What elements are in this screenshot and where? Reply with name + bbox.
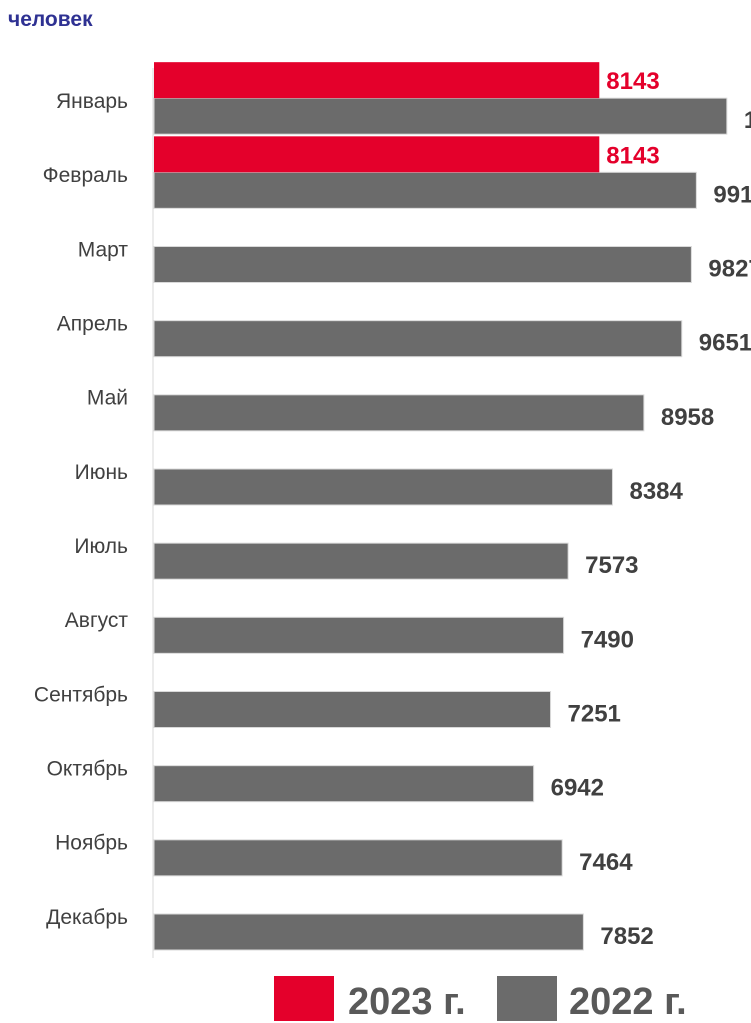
bar-2022 — [153, 765, 535, 803]
category-label: Октябрь — [47, 758, 128, 781]
bar-2023 — [154, 136, 600, 173]
data-label-2022: 7573 — [585, 552, 638, 579]
legend-label-2022: 2022 г. — [569, 981, 687, 1023]
data-label-2023: 8143 — [606, 68, 659, 95]
data-label-2022: 7251 — [568, 701, 621, 728]
category-label: Апрель — [57, 313, 128, 336]
data-label-2022: 7852 — [600, 923, 653, 950]
category-label: Декабрь — [46, 906, 128, 929]
legend-label-2023: 2023 г. — [348, 981, 466, 1023]
bar-2022 — [153, 691, 552, 728]
unit-label: человек — [8, 8, 93, 31]
bar-2022 — [153, 97, 728, 135]
bar-2022 — [153, 246, 692, 283]
data-label-2022: 8958 — [661, 404, 714, 431]
bar-2022 — [153, 468, 613, 506]
bar-2022 — [153, 394, 645, 432]
data-label-2022: 6942 — [551, 775, 604, 802]
data-label-2022: 10475 — [744, 107, 751, 134]
category-label: Июль — [74, 535, 128, 558]
bar-2022 — [153, 839, 563, 877]
legend-swatch-2023 — [274, 976, 334, 1021]
category-label: Январь — [56, 90, 128, 113]
category-label: Август — [65, 609, 129, 632]
category-label: Июнь — [75, 461, 128, 484]
data-label-2022: 8384 — [629, 478, 683, 505]
data-label-2022: 7490 — [581, 626, 634, 653]
bar-2022 — [153, 542, 569, 580]
data-label-2023: 8143 — [606, 142, 659, 169]
data-label-2022: 7464 — [579, 849, 633, 876]
category-label: Май — [87, 387, 128, 410]
category-label: Март — [78, 238, 129, 261]
data-label-2022: 9651 — [699, 330, 751, 357]
legend-swatch-2022 — [497, 976, 557, 1021]
bar-2023 — [154, 62, 600, 99]
bar-2022 — [153, 320, 683, 358]
bar-2022 — [153, 913, 584, 951]
category-label: Февраль — [43, 164, 128, 187]
category-label: Ноябрь — [55, 832, 128, 855]
data-label-2022: 9827 — [708, 256, 751, 283]
category-label: Сентябрь — [34, 683, 128, 706]
bar-2022 — [153, 616, 565, 654]
bar-2022 — [153, 171, 697, 209]
